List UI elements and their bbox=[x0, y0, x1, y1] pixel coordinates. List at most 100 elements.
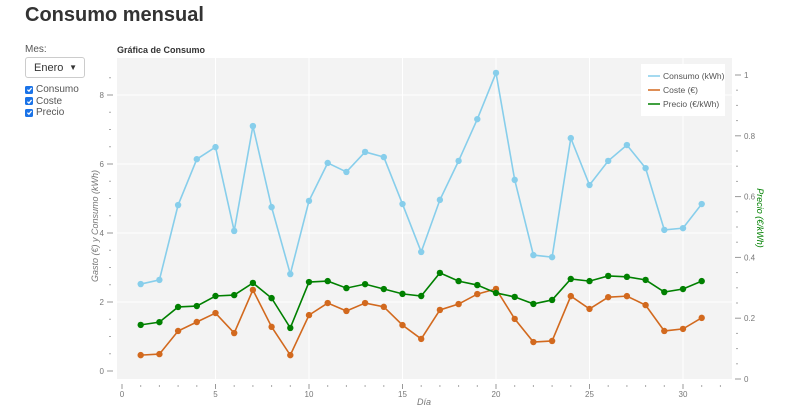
data-point[interactable] bbox=[174, 201, 182, 209]
data-point[interactable] bbox=[361, 299, 369, 307]
data-point[interactable] bbox=[679, 224, 687, 232]
data-point[interactable] bbox=[324, 277, 331, 285]
data-point[interactable] bbox=[455, 300, 462, 308]
data-point[interactable] bbox=[212, 143, 219, 151]
data-point[interactable] bbox=[305, 278, 313, 286]
data-point[interactable] bbox=[361, 280, 369, 288]
data-point[interactable] bbox=[436, 306, 444, 314]
data-point[interactable] bbox=[287, 351, 294, 359]
data-point[interactable] bbox=[698, 200, 705, 208]
data-point[interactable] bbox=[343, 168, 350, 176]
checkbox-coste[interactable]: Coste bbox=[25, 96, 95, 108]
data-point[interactable] bbox=[193, 318, 200, 326]
data-point[interactable] bbox=[567, 292, 574, 300]
data-point[interactable] bbox=[380, 153, 387, 161]
data-point[interactable] bbox=[137, 351, 144, 359]
data-point[interactable] bbox=[174, 327, 182, 335]
data-point[interactable] bbox=[661, 327, 668, 335]
data-point[interactable] bbox=[249, 279, 257, 287]
data-point[interactable] bbox=[212, 292, 219, 300]
data-point[interactable] bbox=[698, 314, 705, 322]
data-point[interactable] bbox=[605, 272, 612, 280]
data-point[interactable] bbox=[642, 164, 649, 172]
data-point[interactable] bbox=[305, 197, 313, 205]
data-point[interactable] bbox=[249, 286, 257, 294]
data-point[interactable] bbox=[623, 141, 631, 149]
data-point[interactable] bbox=[548, 337, 556, 345]
data-point[interactable] bbox=[324, 299, 331, 307]
data-point[interactable] bbox=[511, 293, 518, 301]
data-point[interactable] bbox=[548, 253, 556, 261]
data-series bbox=[137, 69, 705, 359]
data-point[interactable] bbox=[380, 285, 387, 293]
data-point[interactable] bbox=[231, 227, 238, 235]
data-point[interactable] bbox=[548, 296, 556, 304]
data-point[interactable] bbox=[623, 273, 631, 281]
data-point[interactable] bbox=[137, 280, 144, 288]
data-point[interactable] bbox=[380, 303, 387, 311]
data-point[interactable] bbox=[193, 302, 200, 310]
data-point[interactable] bbox=[530, 300, 537, 308]
data-point[interactable] bbox=[511, 315, 518, 323]
data-point[interactable] bbox=[623, 292, 631, 300]
data-point[interactable] bbox=[511, 176, 518, 184]
data-point[interactable] bbox=[249, 122, 257, 130]
data-point[interactable] bbox=[231, 329, 238, 337]
data-point[interactable] bbox=[287, 324, 294, 332]
data-point[interactable] bbox=[418, 248, 425, 256]
data-point[interactable] bbox=[193, 155, 200, 163]
svg-text:15: 15 bbox=[398, 390, 407, 399]
caret-down-icon: ▼ bbox=[69, 63, 77, 72]
data-point[interactable] bbox=[567, 134, 574, 142]
checkbox-consumo[interactable]: Consumo bbox=[25, 84, 95, 96]
data-point[interactable] bbox=[586, 181, 593, 189]
data-point[interactable] bbox=[399, 200, 406, 208]
data-point[interactable] bbox=[474, 115, 481, 123]
data-point[interactable] bbox=[361, 148, 369, 156]
data-point[interactable] bbox=[418, 292, 425, 300]
data-point[interactable] bbox=[268, 323, 275, 331]
data-point[interactable] bbox=[698, 277, 705, 285]
data-point[interactable] bbox=[287, 270, 294, 278]
data-point[interactable] bbox=[436, 269, 444, 277]
data-point[interactable] bbox=[474, 281, 481, 289]
data-point[interactable] bbox=[343, 307, 350, 315]
data-point[interactable] bbox=[586, 305, 593, 313]
data-point[interactable] bbox=[231, 291, 238, 299]
data-point[interactable] bbox=[642, 301, 649, 309]
data-point[interactable] bbox=[324, 159, 331, 167]
data-point[interactable] bbox=[156, 350, 163, 358]
data-point[interactable] bbox=[530, 338, 537, 346]
data-point[interactable] bbox=[567, 275, 574, 283]
checkbox-precio[interactable]: Precio bbox=[25, 107, 95, 119]
data-point[interactable] bbox=[492, 289, 500, 297]
data-point[interactable] bbox=[586, 277, 593, 285]
data-point[interactable] bbox=[474, 290, 481, 298]
data-point[interactable] bbox=[156, 276, 163, 284]
data-point[interactable] bbox=[455, 277, 462, 285]
data-point[interactable] bbox=[605, 157, 612, 165]
data-point[interactable] bbox=[268, 294, 275, 302]
month-select[interactable]: Enero ▼ bbox=[25, 57, 85, 78]
data-point[interactable] bbox=[605, 293, 612, 301]
data-point[interactable] bbox=[661, 288, 668, 296]
data-point[interactable] bbox=[212, 309, 219, 317]
data-point[interactable] bbox=[455, 157, 462, 165]
data-point[interactable] bbox=[399, 290, 406, 298]
data-point[interactable] bbox=[343, 284, 350, 292]
data-point[interactable] bbox=[305, 311, 313, 319]
data-point[interactable] bbox=[661, 226, 668, 234]
data-point[interactable] bbox=[174, 303, 182, 311]
data-point[interactable] bbox=[530, 251, 537, 259]
data-point[interactable] bbox=[137, 321, 144, 329]
data-point[interactable] bbox=[418, 335, 425, 343]
data-point[interactable] bbox=[679, 325, 687, 333]
data-point[interactable] bbox=[679, 285, 687, 293]
svg-text:4: 4 bbox=[100, 229, 105, 238]
data-point[interactable] bbox=[268, 203, 275, 211]
data-point[interactable] bbox=[492, 69, 500, 77]
data-point[interactable] bbox=[642, 276, 649, 284]
data-point[interactable] bbox=[436, 196, 444, 204]
data-point[interactable] bbox=[156, 318, 163, 326]
data-point[interactable] bbox=[399, 321, 406, 329]
